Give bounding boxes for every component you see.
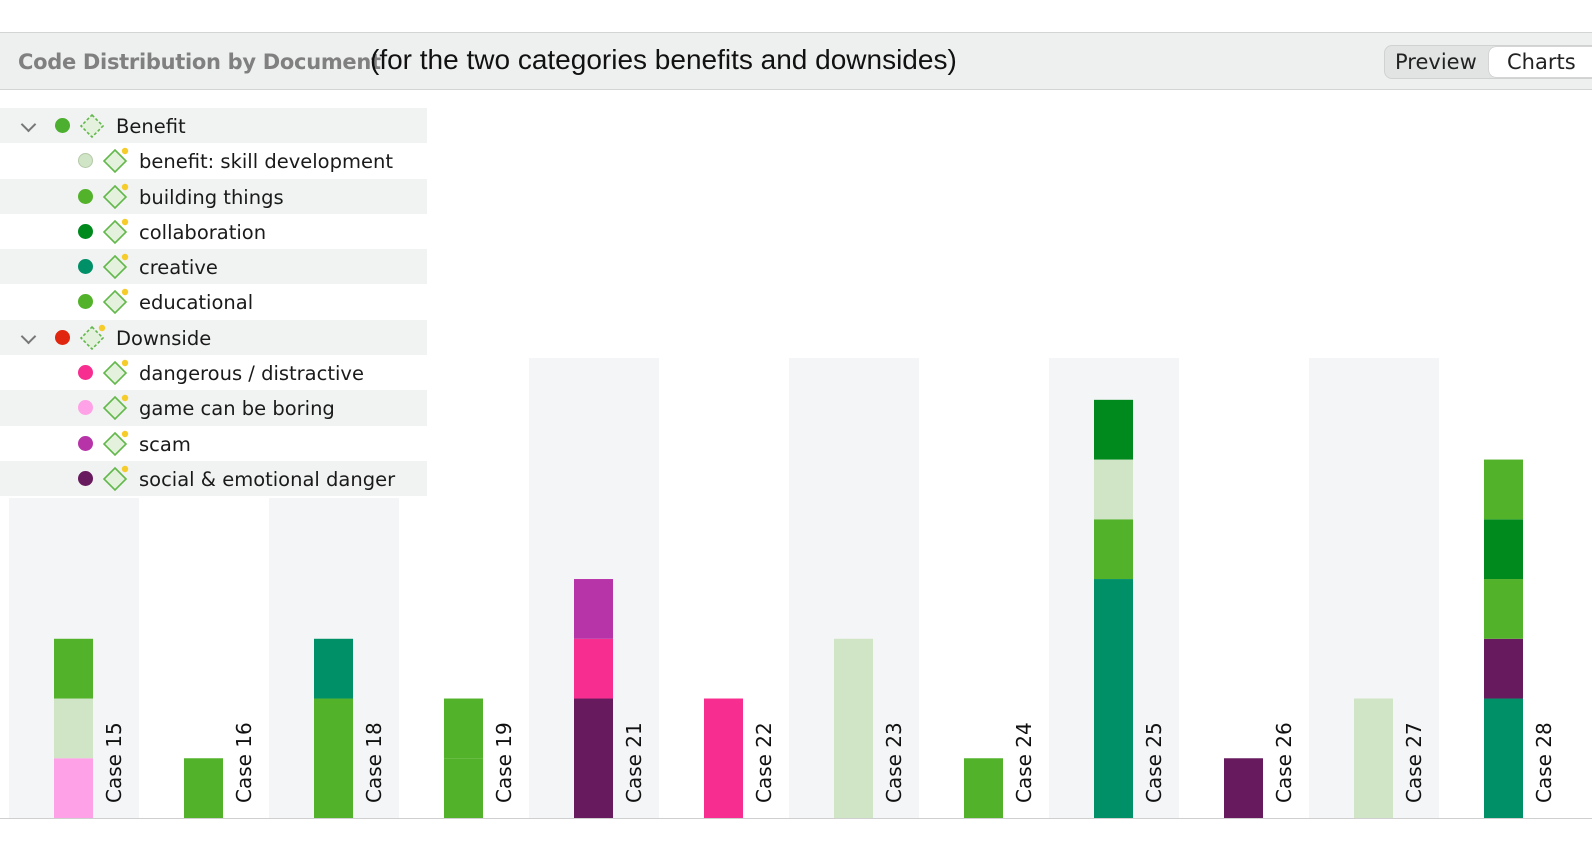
code-row[interactable]: creative (0, 249, 427, 285)
code-label: building things (139, 185, 284, 209)
case-tick-label: Case 18 (362, 722, 386, 803)
bar-segment (1094, 579, 1133, 818)
code-color-dot (78, 470, 93, 486)
code-row[interactable]: benefit: skill development (0, 143, 427, 178)
code-label: educational (139, 291, 254, 315)
chevron-down-icon[interactable] (20, 328, 37, 345)
code-row[interactable]: Downside (0, 319, 427, 356)
bar-segment (444, 758, 483, 818)
bar-segment (1094, 399, 1133, 460)
case-tick-label: Case 27 (1402, 722, 1426, 803)
bar-segment (1224, 758, 1263, 818)
bar-segment (574, 638, 613, 699)
case-tick-label: Case 22 (752, 722, 776, 803)
case-tick-label: Case 23 (882, 722, 906, 803)
code-row[interactable]: dangerous / distractive (0, 355, 427, 390)
bar-segment (1484, 519, 1523, 580)
case-tick-label: Case 15 (102, 722, 126, 803)
bar-segment (1484, 459, 1523, 520)
bar-segment (834, 638, 873, 818)
code-color-dot (55, 118, 70, 133)
code-row[interactable]: building things (0, 178, 427, 214)
code-color-dot (78, 223, 93, 239)
code-color-dot (78, 365, 93, 381)
code-label: game can be boring (139, 397, 335, 421)
case-tick-label: Case 16 (232, 722, 256, 803)
bar-segment (314, 638, 353, 699)
code-diamond-icon (79, 113, 105, 139)
code-diamond-icon (102, 289, 129, 315)
bar-segment (184, 758, 223, 818)
bar-segment (54, 638, 93, 699)
page-title: Code Distribution by Document (18, 50, 381, 74)
code-diamond-icon (102, 465, 129, 492)
code-label: social & emotional danger (139, 467, 396, 491)
code-row[interactable]: educational (0, 284, 427, 319)
code-legend: Benefit benefit: skill development buildin… (0, 108, 427, 497)
code-label: Downside (116, 326, 212, 350)
chart-header: Code Distribution by Document (for the t… (0, 32, 1592, 90)
code-color-dot (78, 188, 93, 204)
case-tick-label: Case 28 (1532, 722, 1556, 803)
code-color-dot (78, 259, 93, 275)
code-row[interactable]: social & emotional danger (0, 460, 427, 497)
chart-subtitle: (for the two categories benefits and dow… (370, 44, 957, 75)
code-label: scam (139, 432, 191, 456)
code-label: creative (139, 256, 218, 280)
tab-preview[interactable]: Preview (1395, 50, 1477, 74)
bar-segment (704, 698, 743, 818)
bar-segment (964, 758, 1003, 818)
case-tick-label: Case 26 (1272, 722, 1296, 803)
code-diamond-icon (102, 148, 129, 174)
code-diamond-icon (102, 359, 129, 386)
code-color-dot (78, 400, 93, 416)
code-color-dot (78, 153, 93, 169)
bar-segment (1354, 698, 1393, 818)
code-color-dot (55, 329, 70, 345)
code-diamond-icon (102, 430, 129, 456)
code-label: dangerous / distractive (139, 362, 364, 386)
bar-segment (1094, 519, 1133, 580)
bar-segment (1484, 698, 1523, 818)
code-row[interactable]: Benefit (0, 108, 427, 144)
case-tick-label: Case 19 (492, 722, 516, 803)
code-color-dot (78, 435, 93, 451)
bar-segment (1094, 459, 1133, 520)
bar-segment (574, 698, 613, 818)
bar-segment (1484, 638, 1523, 699)
code-diamond-icon (102, 183, 129, 209)
bar-segment (54, 698, 93, 759)
code-diamond-icon (102, 218, 129, 245)
bar-segment (54, 758, 93, 818)
bar-segment (314, 698, 353, 818)
code-row[interactable]: collaboration (0, 214, 427, 249)
code-row[interactable]: game can be boring (0, 390, 427, 426)
bar-segment (1484, 579, 1523, 639)
code-color-dot (78, 294, 93, 310)
code-row[interactable]: scam (0, 426, 427, 461)
chevron-down-icon[interactable] (20, 116, 37, 133)
case-tick-label: Case 21 (622, 722, 646, 803)
code-diamond-icon (102, 395, 129, 421)
stacked-bar-chart: Case 15 Case 16 Case 18 Case 19 Case 21 Case … (0, 358, 1592, 819)
code-diamond-icon (102, 253, 129, 280)
case-tick-label: Case 25 (1142, 722, 1166, 803)
code-label: Benefit (116, 115, 186, 138)
code-diamond-icon (79, 324, 106, 350)
case-tick-label: Case 24 (1012, 722, 1036, 803)
bar-segment (574, 579, 613, 639)
bar-segment (444, 698, 483, 759)
view-segmented-control: Preview Charts (1384, 45, 1592, 79)
code-label: benefit: skill development (139, 150, 393, 174)
tab-charts[interactable]: Charts (1489, 47, 1592, 77)
code-label: collaboration (139, 220, 267, 244)
